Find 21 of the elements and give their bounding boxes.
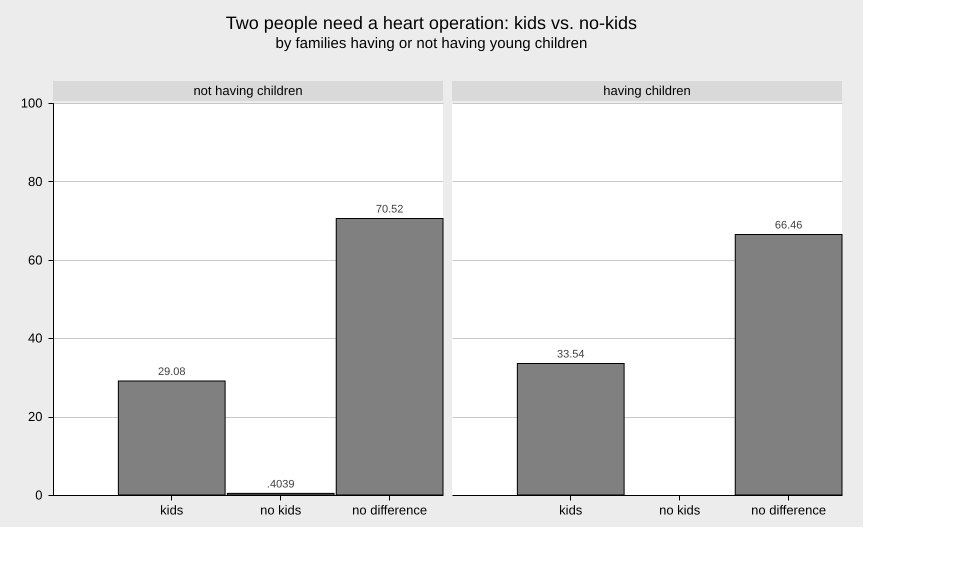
text: Two people need a heart operation: kids vs. no-kids bbox=[226, 13, 638, 33]
data-label: 29.08 bbox=[158, 366, 186, 378]
x-tick-label: kids bbox=[160, 502, 184, 518]
y-tick-label: 0 bbox=[35, 488, 42, 502]
text: by families having or not having young children bbox=[275, 35, 588, 52]
x-tick-label: kids bbox=[559, 502, 583, 518]
y-tick-label: 40 bbox=[28, 330, 42, 346]
chart-title: not having children bbox=[193, 83, 303, 98]
x-tick-label: no kids bbox=[659, 502, 701, 518]
x-tick-label: no difference bbox=[751, 502, 826, 518]
x-tick-label: no difference bbox=[352, 502, 428, 518]
data-label: 70.52 bbox=[376, 204, 404, 216]
data-label: 66.46 bbox=[774, 219, 802, 232]
y-tick-label: 100 bbox=[20, 96, 42, 110]
y-tick-label: 60 bbox=[28, 252, 42, 268]
y-tick-label: 20 bbox=[28, 409, 42, 424]
y-tick-label: 80 bbox=[28, 174, 42, 189]
chart-title: having children bbox=[603, 83, 691, 98]
data-label: .4039 bbox=[266, 478, 294, 490]
x-tick-label: no kids bbox=[260, 502, 302, 518]
data-label: 33.54 bbox=[556, 348, 585, 361]
